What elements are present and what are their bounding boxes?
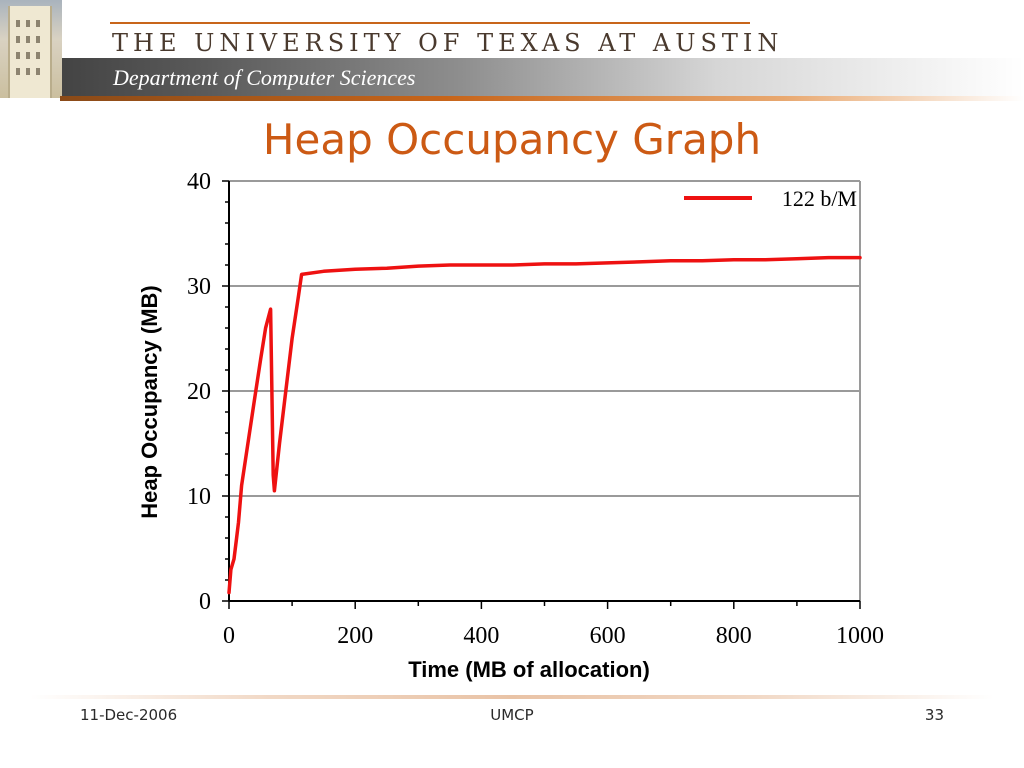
header-banner: THE UNIVERSITY OF TEXAS AT AUSTIN Depart… — [0, 0, 1024, 101]
series-lines — [227, 255, 862, 595]
x-tick-label: 400 — [463, 623, 499, 649]
tower-window — [16, 52, 20, 59]
header-bottom-rule — [60, 96, 1024, 101]
footer-center-text: UMCP — [490, 706, 534, 724]
series-line — [227, 255, 862, 595]
footer-date: 11-Dec-2006 — [80, 706, 178, 724]
tower-window — [16, 20, 20, 27]
ut-tower-image — [0, 0, 62, 98]
footer-rule — [30, 695, 994, 699]
page-number: 33 — [924, 706, 944, 724]
university-name: THE UNIVERSITY OF TEXAS AT AUSTIN — [112, 29, 784, 57]
legend-label: 122 b/M — [782, 186, 857, 211]
header-orange-rule — [110, 22, 750, 24]
header-band — [0, 58, 1024, 98]
tower-window — [36, 52, 40, 59]
slide-title: Heap Occupancy Graph — [262, 115, 762, 164]
y-tick-label: 40 — [187, 169, 211, 195]
tower-window — [26, 68, 30, 75]
x-tick-label: 800 — [716, 623, 752, 649]
grid-lines — [229, 285, 860, 497]
x-tick-label: 600 — [590, 623, 626, 649]
tower-body — [8, 6, 52, 98]
department-name: Department of Computer Sciences — [113, 65, 416, 90]
x-tick-label: 0 — [223, 623, 235, 649]
y-tick-label: 20 — [187, 379, 211, 405]
x-tick-label: 200 — [337, 623, 373, 649]
y-tick-label: 10 — [187, 484, 211, 510]
x-axis-title: Time (MB of allocation) — [408, 657, 650, 682]
tower-window — [26, 52, 30, 59]
chart-axes — [222, 180, 861, 609]
chart-legend: 122 b/M — [684, 186, 857, 211]
tower-window — [16, 36, 20, 43]
tower-window — [26, 20, 30, 27]
x-tick-label: 1000 — [836, 623, 884, 649]
tower-window — [36, 68, 40, 75]
tower-window — [26, 36, 30, 43]
y-tick-label: 30 — [187, 274, 211, 300]
y-axis-title: Heap Occupancy (MB) — [137, 285, 162, 519]
y-tick-label: 0 — [199, 589, 211, 615]
tower-window — [36, 36, 40, 43]
tower-window — [16, 68, 20, 75]
tower-window — [36, 20, 40, 27]
